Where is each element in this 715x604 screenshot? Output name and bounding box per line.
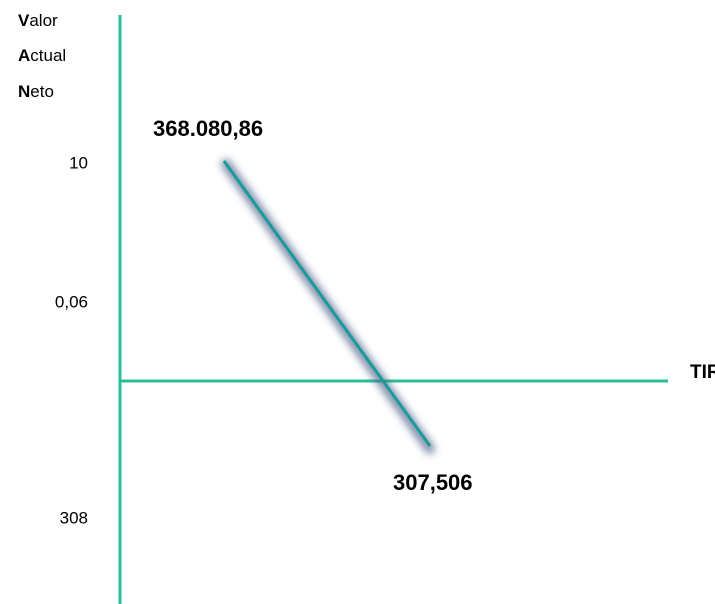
npv-line xyxy=(222,160,432,447)
initial: V xyxy=(18,11,30,30)
rest: ctual xyxy=(30,46,66,65)
initial: N xyxy=(18,82,30,101)
y-axis-title-line: Actual xyxy=(18,46,66,65)
rest: eto xyxy=(30,82,54,101)
rest: alor xyxy=(29,11,58,30)
y-label: 10 xyxy=(69,153,88,172)
y-axis-title-line: Neto xyxy=(18,82,54,101)
end-label: 307,506 xyxy=(393,470,473,495)
x-axis-title: TIR xyxy=(690,362,715,383)
start-label: 368.080,86 xyxy=(153,116,263,141)
y-label: 308 xyxy=(60,508,88,527)
y-label: 0,06 xyxy=(55,292,88,311)
y-axis-title-line: Valor xyxy=(18,11,58,30)
initial: A xyxy=(18,46,30,65)
